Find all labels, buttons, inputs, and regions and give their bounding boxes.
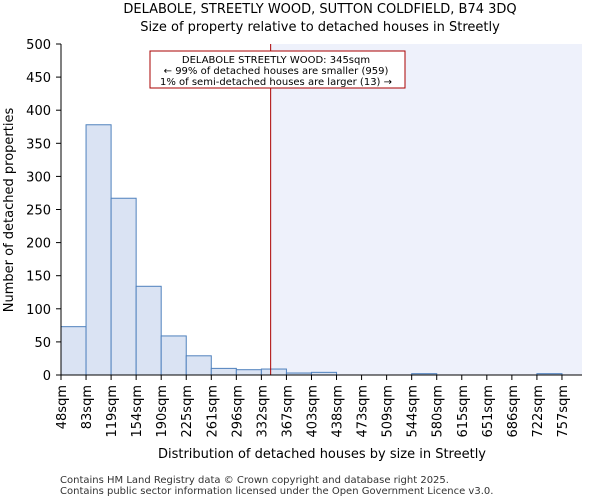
bar-190sqm <box>160 335 187 376</box>
x-axis-label: Distribution of detached houses by size … <box>158 447 486 462</box>
x-tick-label: 686sqm <box>506 385 521 438</box>
x-tick-label: 615sqm <box>456 385 471 438</box>
x-tick-label: 367sqm <box>280 385 295 438</box>
annotation-line-2: ← 99% of detached houses are smaller (95… <box>164 66 389 77</box>
x-tick-label: 722sqm <box>531 385 546 438</box>
x-tick-label: 296sqm <box>230 385 245 438</box>
y-tick-label: 500 <box>26 38 51 53</box>
x-tick-label: 83sqm <box>80 385 95 429</box>
annotation-box <box>149 50 406 89</box>
highlight-region <box>270 44 582 375</box>
footer-line-2: Contains public sector information licen… <box>60 486 493 497</box>
y-tick-label: 300 <box>26 170 51 185</box>
y-tick-label: 250 <box>26 204 51 219</box>
x-tick-label: 48sqm <box>55 385 70 429</box>
y-tick-label: 200 <box>26 237 51 252</box>
annotation-line-3: 1% of semi-detached houses are larger (1… <box>160 77 392 88</box>
x-tick-label: 580sqm <box>431 385 446 438</box>
x-tick-label: 757sqm <box>556 385 571 438</box>
x-tick-label: 119sqm <box>105 385 120 438</box>
x-tick-label: 544sqm <box>406 385 421 438</box>
bar-332sqm <box>260 368 287 376</box>
bar-83sqm <box>85 124 112 376</box>
x-tick-label: 403sqm <box>305 385 320 438</box>
chart-title-line-2: Size of property relative to detached ho… <box>140 20 500 35</box>
y-axis-label: Number of detached properties <box>2 108 17 313</box>
y-tick-label: 350 <box>26 137 51 152</box>
x-tick-label: 261sqm <box>205 385 220 438</box>
footer-line-1: Contains HM Land Registry data © Crown c… <box>60 475 449 486</box>
x-tick-label: 154sqm <box>130 385 145 438</box>
y-tick-label: 50 <box>34 336 51 351</box>
x-tick-label: 473sqm <box>356 385 371 438</box>
x-tick-label: 438sqm <box>331 385 346 438</box>
bar-261sqm <box>210 367 237 376</box>
y-tick-label: 450 <box>26 71 51 86</box>
x-tick-label: 509sqm <box>381 385 396 438</box>
bar-154sqm <box>135 285 162 376</box>
y-tick-label: 400 <box>26 104 51 119</box>
y-tick-label: 100 <box>26 303 51 318</box>
bar-296sqm <box>235 369 262 376</box>
x-tick-label: 225sqm <box>180 385 195 438</box>
x-tick-label: 190sqm <box>155 385 170 438</box>
annotation-line-1: DELABOLE STREETLY WOOD: 345sqm <box>182 55 370 66</box>
bar-119sqm <box>110 197 137 376</box>
chart-title-line-1: DELABOLE, STREETLY WOOD, SUTTON COLDFIEL… <box>123 2 516 17</box>
y-tick-label: 0 <box>43 369 51 384</box>
bar-48sqm <box>60 326 87 376</box>
bar-225sqm <box>185 355 212 376</box>
y-tick-label: 150 <box>26 270 51 285</box>
x-tick-label: 651sqm <box>481 385 496 438</box>
x-tick-label: 332sqm <box>255 385 270 438</box>
